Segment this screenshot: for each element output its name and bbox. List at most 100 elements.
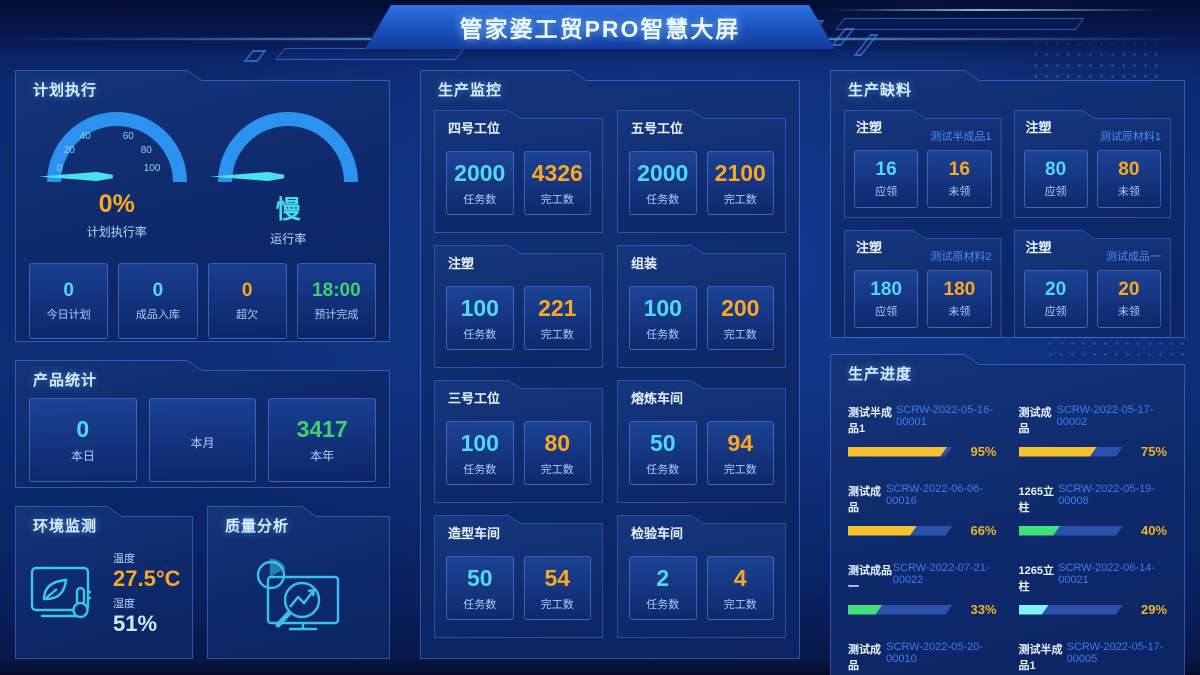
shortage-card: 注塑 测试原材料1 80 应领 80 未领 bbox=[1014, 110, 1172, 218]
station-card-4: 四号工位 2000 任务数 4326 完工数 bbox=[434, 110, 603, 233]
station-name: 五号工位 bbox=[631, 121, 684, 136]
page-title: 管家婆工贸PRO智慧大屏 bbox=[459, 16, 741, 42]
plan-stats-row: 0 今日计划 0 成品入库 0 超欠 18:00 预计完成 bbox=[29, 263, 376, 339]
pending-label: 未领 bbox=[948, 186, 971, 198]
gauge-needle bbox=[38, 172, 113, 181]
done-value: 4 bbox=[733, 564, 747, 591]
required-value: 20 bbox=[1045, 279, 1067, 300]
stat-value: 18:00 bbox=[312, 280, 361, 301]
panel-title: 生产监控 bbox=[438, 82, 503, 99]
panel-production-progress: 生产进度 测试半成品1 SCRW-2022-05-16-00001 95% bbox=[830, 354, 1185, 675]
pending-value: 20 bbox=[1118, 279, 1140, 300]
done-label: 完工数 bbox=[723, 193, 757, 206]
header-chevron bbox=[830, 28, 856, 46]
progress-percent: 33% bbox=[970, 602, 997, 617]
progress-item: 测试成品 SCRW-2022-06-06-00016 66% bbox=[848, 483, 997, 538]
progress-order-code: SCRW-2022-05-17-00002 bbox=[1056, 404, 1154, 428]
quality-body bbox=[207, 536, 390, 659]
gauge-tick: 100 bbox=[143, 163, 161, 174]
pending-label: 未领 bbox=[1117, 306, 1140, 318]
station-name: 检验车间 bbox=[631, 526, 684, 541]
left-column: 计划执行 0 20 40 60 80 100 0% 计划执行 bbox=[15, 70, 390, 659]
environment-monitor-leaf-icon bbox=[30, 567, 91, 619]
gauge-value: 0% bbox=[98, 190, 135, 218]
progress-name: 测试成品 bbox=[848, 486, 881, 514]
environment-readings: 温度 27.5°C 湿度 51% bbox=[113, 550, 181, 637]
station-card-molding: 造型车间 50 任务数 54 完工数 bbox=[434, 515, 603, 638]
process-name: 注塑 bbox=[1025, 120, 1052, 135]
progress-name: 1265立柱 bbox=[1018, 486, 1054, 514]
done-box: 4326 完工数 bbox=[523, 151, 591, 215]
tasks-value: 2000 bbox=[454, 159, 506, 186]
pending-box: 16 未领 bbox=[927, 150, 992, 208]
tasks-value: 50 bbox=[466, 564, 493, 591]
progress-item: 测试半成品1 SCRW-2022-05-16-00001 95% bbox=[848, 404, 997, 459]
shortage-card: 注塑 测试原材料2 180 应领 180 未领 bbox=[844, 230, 1002, 338]
stat-box-year: 3417 本年 bbox=[268, 398, 376, 482]
progress-order-code: SCRW-2022-06-06-00016 bbox=[886, 483, 983, 507]
progress-bar-fill bbox=[1019, 447, 1097, 457]
panel-title: 产品统计 bbox=[33, 372, 98, 389]
stat-value: 3417 bbox=[296, 416, 348, 442]
panel-title: 计划执行 bbox=[33, 82, 98, 99]
progress-bar-fill bbox=[1019, 605, 1049, 615]
panel-plan-execution: 计划执行 0 20 40 60 80 100 0% 计划执行 bbox=[15, 70, 390, 342]
progress-bar-track bbox=[1019, 605, 1124, 615]
stat-label: 预计完成 bbox=[314, 309, 359, 321]
done-box: 80 完工数 bbox=[523, 421, 591, 485]
progress-order-code: SCRW-2022-07-21-00022 bbox=[892, 562, 990, 586]
progress-bar-fill bbox=[1019, 526, 1061, 536]
middle-column: 生产监控 四号工位 2000 任务数 4326 完工数 bbox=[420, 70, 800, 659]
station-card-3: 三号工位 100 任务数 80 完工数 bbox=[434, 380, 603, 503]
process-name: 注塑 bbox=[856, 240, 883, 255]
plan-rate-gauge: 0 20 40 60 80 100 0% 计划执行率 bbox=[37, 110, 197, 247]
progress-bar-track bbox=[1019, 526, 1124, 536]
station-card-inspection: 检验车间 2 任务数 4 完工数 bbox=[617, 515, 786, 638]
progress-bar-track bbox=[848, 605, 953, 615]
progress-item: 1265立柱 SCRW-2022-06-14-00021 29% bbox=[1018, 562, 1167, 617]
done-box: 94 完工数 bbox=[706, 421, 774, 485]
pending-label: 未领 bbox=[1117, 186, 1140, 198]
shortage-card: 注塑 测试成品一 20 应领 20 未领 bbox=[1014, 230, 1172, 338]
required-label: 应领 bbox=[1044, 186, 1067, 198]
stat-box-today-plan: 0 今日计划 bbox=[29, 263, 109, 339]
tasks-label: 任务数 bbox=[463, 598, 497, 611]
pending-value: 16 bbox=[948, 159, 970, 180]
product-stats-row: 0 本日 本月 3417 本年 bbox=[29, 398, 376, 482]
material-name: 测试原材料1 bbox=[1099, 131, 1161, 143]
required-label: 应领 bbox=[875, 186, 898, 198]
progress-order-code: SCRW-2022-05-19-00008 bbox=[1058, 483, 1156, 507]
pending-box: 80 未领 bbox=[1096, 150, 1161, 208]
progress-name: 测试半成品1 bbox=[1018, 644, 1063, 672]
environment-body: 温度 27.5°C 湿度 51% bbox=[15, 536, 193, 637]
material-name: 测试原材料2 bbox=[930, 251, 992, 263]
pending-value: 180 bbox=[943, 279, 976, 300]
panel-product-stats: 产品统计 0 本日 本月 3417 本年 bbox=[15, 360, 390, 488]
progress-order-code: SCRW-2022-05-16-00001 bbox=[896, 404, 993, 428]
done-value: 221 bbox=[538, 294, 577, 321]
main-content: 计划执行 0 20 40 60 80 100 0% 计划执行 bbox=[15, 70, 1185, 672]
required-value: 80 bbox=[1045, 159, 1067, 180]
required-value: 180 bbox=[870, 279, 902, 300]
progress-name: 测试成品 bbox=[848, 644, 881, 672]
tasks-box: 100 任务数 bbox=[446, 421, 514, 485]
station-name: 注塑 bbox=[448, 256, 475, 271]
station-card-smelting: 熔炼车间 50 任务数 94 完工数 bbox=[617, 380, 786, 503]
tasks-label: 任务数 bbox=[646, 193, 680, 206]
progress-name: 测试半成品1 bbox=[848, 407, 892, 435]
station-name: 熔炼车间 bbox=[631, 391, 684, 406]
progress-item: 测试成品 SCRW-2022-05-17-00002 75% bbox=[1018, 404, 1167, 459]
gauge-tick: 20 bbox=[63, 145, 75, 156]
done-box: 221 完工数 bbox=[523, 286, 591, 350]
done-label: 完工数 bbox=[540, 328, 574, 341]
tasks-box: 2000 任务数 bbox=[446, 151, 514, 215]
tasks-value: 50 bbox=[649, 429, 676, 456]
done-box: 4 完工数 bbox=[706, 556, 774, 620]
done-label: 完工数 bbox=[540, 463, 574, 476]
progress-name: 测试成品一 bbox=[848, 565, 892, 593]
tasks-box: 50 任务数 bbox=[629, 421, 697, 485]
pending-box: 20 未领 bbox=[1096, 270, 1161, 328]
stat-value: 0 bbox=[63, 280, 74, 301]
left-bottom-row: 环境监测 温度 bbox=[15, 506, 390, 659]
